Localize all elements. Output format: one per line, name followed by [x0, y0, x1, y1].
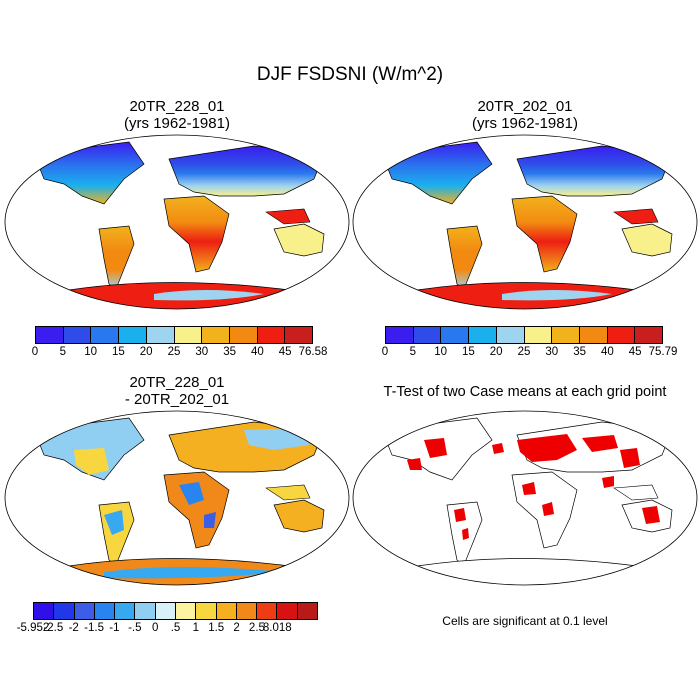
colorbar-swatch: [236, 603, 258, 619]
colorbar-tick-label: 10: [84, 346, 97, 358]
colorbar-tick-label: -2.5: [43, 622, 64, 634]
colorbar-swatch: [135, 603, 156, 619]
panel-title-line2: (yrs 1962-1981): [124, 115, 230, 132]
colorbar-tick-label: 20: [489, 346, 503, 358]
map-bottom-right: [352, 410, 698, 586]
colorbar-swatch: [74, 603, 95, 619]
significance-note: Cells are significant at 0.1 level: [442, 614, 608, 628]
colorbar-swatch: [63, 327, 92, 343]
colorbar-tick-label: 45: [278, 346, 292, 358]
colorbar-swatch: [36, 327, 64, 343]
colorbar-swatch: [216, 603, 237, 619]
colorbar-swatch: [115, 603, 136, 619]
colorbar-swatch: [441, 327, 470, 343]
colorbar-tick-label: 15: [461, 346, 475, 358]
main-title: DJF FSDSNI (W/m^2): [256, 64, 444, 85]
panel-title-line1: 20TR_228_01: [129, 98, 225, 115]
colorbar-tick-label: 1: [192, 622, 200, 634]
colorbar-swatch: [257, 603, 278, 619]
colorbar-tick-label: .5: [170, 622, 181, 634]
colorbar-tick-label: 35: [223, 346, 236, 358]
colorbar-swatch: [496, 327, 525, 343]
colorbar-tick-label: 8.018: [262, 622, 292, 634]
colorbar-tick-label: 20: [139, 346, 153, 358]
colorbar-tick-label: -1.5: [84, 622, 104, 634]
colorbar-tick-label: 0: [31, 346, 39, 358]
colorbar-swatch: [607, 327, 636, 343]
colorbar-swatch: [196, 603, 217, 619]
colorbar-tick-label: 25: [517, 346, 531, 358]
colorbar-tick-label: 40: [250, 346, 264, 358]
colorbar-tick-label: 40: [600, 346, 614, 358]
colorbar-swatch: [119, 327, 147, 343]
colorbar-tick-label: 0: [151, 622, 159, 634]
map-top-right: [352, 134, 698, 310]
colorbar-tick-label: 76.58: [298, 346, 328, 358]
colorbar-swatch: [469, 327, 497, 343]
panel-title-bottom-left: 20TR_228_01 - 20TR_202_01: [4, 374, 350, 408]
colorbar-swatch: [229, 327, 258, 343]
colorbar-swatch: [277, 603, 298, 619]
colorbar-tick-label: 75.79: [648, 346, 678, 358]
colorbar-swatch: [146, 327, 175, 343]
colorbar-swatch: [386, 327, 414, 343]
colorbar-swatch: [175, 603, 197, 619]
colorbar-tick-label: -1: [109, 622, 120, 634]
colorbar-tick-label: 5: [409, 346, 416, 358]
colorbar-swatch: [54, 603, 75, 619]
map-top-left: [4, 134, 350, 310]
colorbar-tick-label: 10: [434, 346, 447, 358]
colorbar-bottom-left: [33, 602, 318, 620]
panel-title-top-right: 20TR_202_01 (yrs 1962-1981): [352, 98, 698, 132]
colorbar-swatch: [202, 327, 230, 343]
colorbar-swatch: [524, 327, 553, 343]
colorbar-tick-label: 30: [545, 346, 559, 358]
colorbar-tick-label: -5.952: [16, 622, 50, 634]
panel-title-line1: 20TR_228_01: [129, 374, 225, 391]
significant-cells: [407, 434, 660, 540]
colorbar-tick-label: 35: [573, 346, 586, 358]
colorbar-tick-label: 45: [628, 346, 642, 358]
colorbar-swatch: [257, 327, 286, 343]
panel-title-line2: (yrs 1962-1981): [472, 115, 578, 132]
colorbar-swatch: [413, 327, 442, 343]
colorbar-swatch: [91, 327, 120, 343]
panel-title-bottom-right: T-Test of two Case means at each grid po…: [383, 384, 667, 400]
colorbar-swatch: [285, 327, 313, 343]
panel-title-line1: 20TR_202_01: [477, 98, 573, 115]
colorbar-swatch: [635, 327, 663, 343]
colorbar-tick-label: 2: [233, 622, 240, 634]
colorbar-tick-label: 30: [195, 346, 209, 358]
colorbar-tick-label: 5: [59, 346, 66, 358]
colorbar-top-left: [35, 326, 313, 344]
colorbar-swatch: [579, 327, 608, 343]
map-bottom-left: [4, 410, 350, 586]
colorbar-swatch: [297, 603, 317, 619]
colorbar-swatch: [552, 327, 580, 343]
panel-title-line2: - 20TR_202_01: [124, 391, 230, 408]
colorbar-tick-label: -.5: [128, 622, 142, 634]
colorbar-swatch: [155, 603, 176, 619]
colorbar-swatch: [174, 327, 203, 343]
panel-title-top-left: 20TR_228_01 (yrs 1962-1981): [4, 98, 350, 132]
colorbar-tick-label: 0: [381, 346, 389, 358]
colorbar-top-right: [385, 326, 663, 344]
colorbar-tick-label: 15: [111, 346, 125, 358]
colorbar-swatch: [94, 603, 116, 619]
colorbar-tick-label: 1.5: [208, 622, 225, 634]
colorbar-tick-label: 25: [167, 346, 181, 358]
colorbar-tick-label: 2.5: [248, 622, 265, 634]
colorbar-tick-label: -2: [68, 622, 79, 634]
colorbar-swatch: [34, 603, 55, 619]
